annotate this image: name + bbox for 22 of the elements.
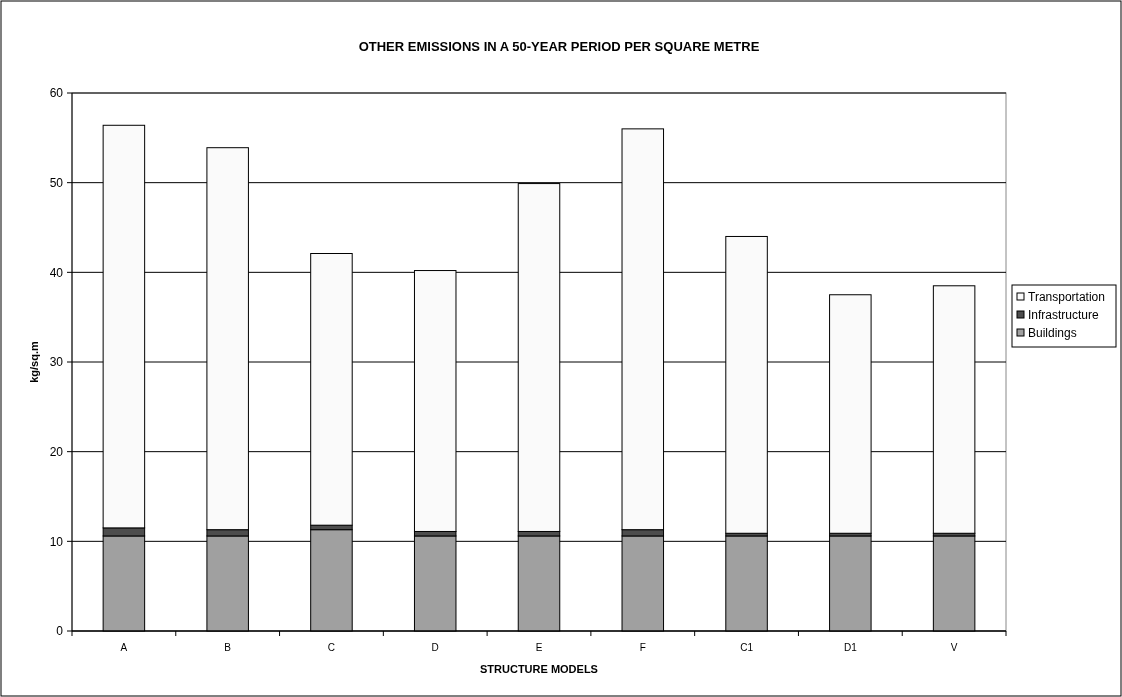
x-tick-label: A <box>120 642 128 653</box>
legend-label: Infrastructure <box>1028 308 1100 323</box>
x-tick-label: F <box>639 642 646 653</box>
y-tick-label: 20 <box>49 444 64 459</box>
x-tick-label: C1 <box>740 642 754 653</box>
x-tick-label: D1 <box>843 642 858 653</box>
x-tick-label: C <box>327 642 336 653</box>
y-tick-label: 60 <box>49 86 64 101</box>
x-axis-title: STRUCTURE MODELS <box>480 663 598 675</box>
y-tick-label: 10 <box>49 534 64 549</box>
x-tick-label: E <box>535 642 543 653</box>
y-tick-label: 30 <box>49 355 64 370</box>
chart-title: OTHER EMISSIONS IN A 50-YEAR PERIOD PER SQUARE METRE <box>358 39 760 54</box>
x-tick-label: V <box>950 642 958 653</box>
y-tick-label: 40 <box>49 265 64 280</box>
y-axis-title: kg/sq.m <box>28 341 40 383</box>
x-tick-label: D <box>431 642 439 653</box>
y-tick-label: 50 <box>49 175 64 190</box>
legend-label: Buildings <box>1028 326 1077 341</box>
y-tick-label: 0 <box>56 624 64 639</box>
legend-label: Transportation <box>1028 290 1105 305</box>
x-tick-label: B <box>224 642 232 653</box>
